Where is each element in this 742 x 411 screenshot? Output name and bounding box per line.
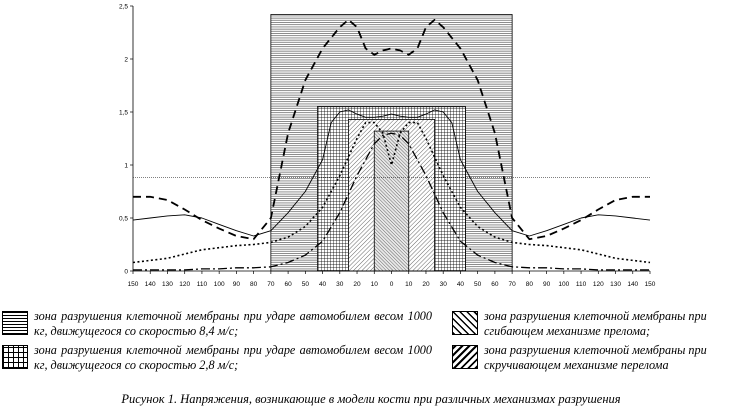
x-tick-label: 70 bbox=[509, 281, 517, 288]
y-tick-label: 2,5 bbox=[119, 4, 128, 11]
x-tick-label: 50 bbox=[302, 281, 310, 288]
legend-item-2: зона разрушения клеточной мембраны при у… bbox=[34, 343, 432, 372]
series-dotted bbox=[132, 121, 651, 264]
legend-item-3: зона разрушения клеточной мембраны при с… bbox=[484, 309, 707, 338]
legend-swatch-horizontal bbox=[2, 311, 28, 335]
y-tick-label: 2 bbox=[124, 57, 128, 64]
x-tick-label: 60 bbox=[284, 281, 292, 288]
x-tick-label: 10 bbox=[371, 281, 379, 288]
x-tick-label: 40 bbox=[319, 281, 327, 288]
x-tick-label: 150 bbox=[128, 281, 139, 288]
series-solid bbox=[132, 109, 651, 237]
y-tick-label: 1,5 bbox=[119, 110, 128, 117]
x-tick-label: 20 bbox=[422, 281, 430, 288]
x-tick-label: 120 bbox=[179, 281, 190, 288]
zone-z4 bbox=[373, 130, 410, 272]
legend-swatch-diagonal-1 bbox=[452, 311, 478, 335]
y-tick-label: 0 bbox=[124, 269, 128, 276]
x-tick-label: 50 bbox=[474, 281, 482, 288]
figure-caption: Рисунок 1. Напряжения, возникающие в мод… bbox=[121, 392, 621, 406]
x-tick-label: 30 bbox=[440, 281, 448, 288]
x-tick-label: 140 bbox=[145, 281, 156, 288]
x-tick-label: 120 bbox=[593, 281, 604, 288]
x-tick-label: 150 bbox=[645, 281, 656, 288]
legend-item-1: зона разрушения клеточной мембраны при у… bbox=[34, 309, 432, 338]
x-tick-label: 80 bbox=[526, 281, 534, 288]
x-tick-label: 100 bbox=[558, 281, 569, 288]
series-dash-dot bbox=[133, 132, 650, 271]
x-tick-label: 100 bbox=[214, 281, 225, 288]
series-layer bbox=[132, 18, 651, 271]
x-tick-label: 110 bbox=[197, 281, 208, 288]
x-tick-label: 40 bbox=[457, 281, 465, 288]
legend-swatch-diagonal-2 bbox=[452, 345, 478, 369]
legend-item-4: зона разрушения клеточной мембраны при с… bbox=[484, 343, 707, 372]
x-tick-label: 110 bbox=[576, 281, 587, 288]
x-tick-label: 70 bbox=[267, 281, 275, 288]
series-long-dash bbox=[133, 18, 650, 241]
x-tick-label: 130 bbox=[162, 281, 173, 288]
x-tick-label: 90 bbox=[543, 281, 551, 288]
x-tick-label: 20 bbox=[353, 281, 361, 288]
x-tick-label: 10 bbox=[405, 281, 413, 288]
x-tick-label: 90 bbox=[233, 281, 241, 288]
x-tick-label: 60 bbox=[491, 281, 499, 288]
x-tick-label: 80 bbox=[250, 281, 258, 288]
zones-layer bbox=[270, 14, 513, 272]
y-tick-label: 0,5 bbox=[119, 216, 128, 223]
y-tick-label: 1 bbox=[124, 163, 128, 170]
x-tick-label: 140 bbox=[627, 281, 638, 288]
x-tick-label: 0 bbox=[390, 281, 394, 288]
legend-swatch-grid bbox=[2, 345, 28, 369]
x-tick-label: 130 bbox=[610, 281, 621, 288]
x-tick-label: 30 bbox=[336, 281, 344, 288]
